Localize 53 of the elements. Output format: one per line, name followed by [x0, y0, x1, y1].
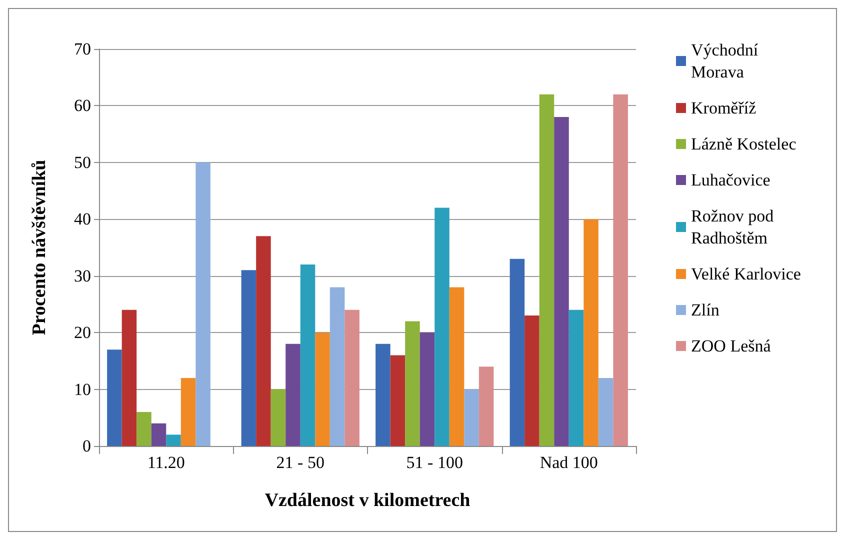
bar [344, 310, 360, 446]
bar [390, 355, 406, 446]
y-tick-label: 50 [74, 152, 91, 172]
bar [598, 378, 614, 446]
y-tick-label: 30 [74, 266, 91, 286]
bar [136, 412, 152, 446]
legend-label: Luhačovice [691, 170, 770, 190]
x-tick-label: 21 - 50 [276, 453, 324, 472]
bar [539, 94, 554, 446]
bar [315, 332, 330, 446]
bar [241, 270, 256, 446]
bar [584, 219, 598, 446]
y-axis-title: Procento návštěvníků [29, 159, 50, 336]
legend-label: Rožnov pod Radhoštěm [691, 206, 778, 248]
legend-label: Zlín [691, 300, 720, 320]
bar [151, 423, 166, 446]
y-tick-label: 40 [74, 210, 91, 229]
bar [420, 332, 435, 446]
bar [180, 378, 196, 446]
bar [434, 208, 450, 446]
bar [613, 94, 628, 446]
bar [122, 310, 137, 446]
bar [300, 264, 316, 446]
bar [330, 287, 345, 446]
bar [107, 350, 122, 446]
bar [256, 236, 271, 446]
x-tick-label: 51 - 100 [406, 453, 463, 472]
bar [376, 344, 390, 446]
bar [166, 434, 181, 446]
x-tick-label: 11.20 [147, 453, 185, 472]
legend-label: Kroměříž [691, 98, 757, 118]
bar [478, 366, 494, 446]
y-tick-label: 0 [82, 436, 91, 456]
legend-label: Východní Morava [691, 40, 762, 82]
x-tick-label: Nad 100 [540, 453, 598, 472]
bar [286, 344, 300, 446]
bar [464, 389, 479, 446]
y-tick-label: 70 [74, 40, 91, 58]
legend-label: Lázně Kostelec [691, 134, 797, 154]
y-tick-label: 10 [74, 380, 91, 399]
bar [405, 321, 420, 446]
bar [568, 310, 584, 446]
x-axis-title: Vzdálenost v kilometrech [264, 490, 471, 511]
bar [196, 162, 210, 446]
legend-label: Velké Karlovice [691, 264, 801, 284]
bar [554, 117, 569, 446]
y-tick-label: 20 [74, 323, 91, 342]
bar [449, 287, 464, 446]
bar [510, 258, 525, 446]
bar [270, 389, 286, 446]
y-tick-label: 60 [74, 96, 91, 116]
legend-label: ZOO Lešná [691, 336, 772, 356]
bar [524, 316, 540, 446]
